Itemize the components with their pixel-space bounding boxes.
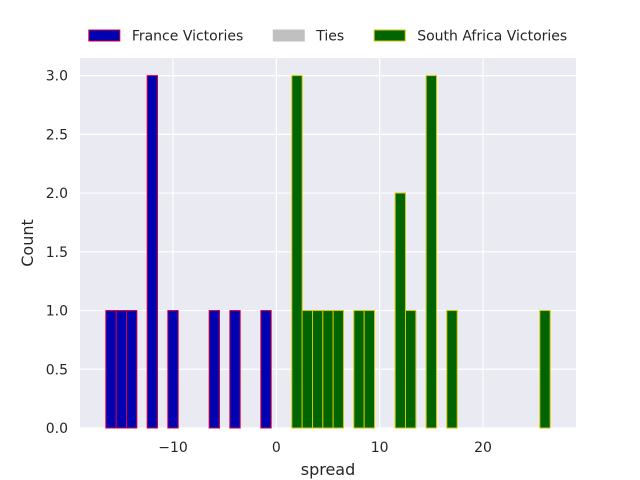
x-tick-label: −10 (158, 440, 188, 456)
bar-series-2 (312, 310, 324, 429)
bar-series-0 (208, 310, 221, 429)
x-tick-label: 20 (474, 440, 492, 456)
bar-series-2 (405, 310, 417, 429)
legend-item: South Africa Victories (373, 29, 567, 45)
x-tick-label: 10 (371, 440, 389, 456)
bar-series-2 (363, 310, 375, 429)
legend-item: Ties (272, 29, 344, 45)
y-tick-label: 0.0 (46, 421, 68, 437)
bar-series-0 (260, 310, 272, 429)
legend-label: France Victories (132, 29, 243, 45)
bar-series-0 (105, 310, 117, 429)
x-tick-labels: −10 0 10 20 (158, 440, 492, 456)
legend-swatch (88, 29, 121, 42)
bar-series-2 (425, 75, 437, 429)
legend-label: Ties (315, 29, 344, 45)
y-tick-label: 2.5 (46, 127, 68, 143)
y-tick-label: 1.5 (46, 245, 68, 261)
x-axis-title: spread (301, 460, 356, 479)
y-tick-label: 0.5 (46, 362, 68, 378)
bar-series-0 (229, 310, 241, 429)
legend-item: France Victories (88, 29, 243, 45)
grid-lines (80, 58, 576, 429)
bar-series-2 (291, 75, 303, 429)
y-axis-title: Count (18, 219, 37, 267)
bar-series-2 (394, 192, 406, 429)
bar-series-0 (167, 310, 179, 429)
y-tick-label: 3.0 (46, 69, 68, 85)
y-tick-labels: 0.0 0.5 1.0 1.5 2.0 2.5 3.0 (46, 69, 68, 437)
legend-swatch (373, 29, 406, 42)
y-tick-label: 1.0 (46, 304, 68, 320)
bar-series-2 (353, 310, 365, 429)
bars (105, 75, 551, 429)
bar-series-2 (332, 310, 344, 429)
legend: France Victories Ties South Africa Victori… (88, 29, 567, 45)
x-tick-label: 0 (272, 440, 281, 456)
legend-label: South Africa Victories (417, 29, 567, 45)
bar-series-0 (146, 75, 159, 429)
bar-series-2 (301, 310, 313, 429)
bar-series-2 (539, 310, 551, 429)
legend-swatch (272, 29, 305, 42)
y-tick-label: 2.0 (46, 186, 68, 202)
bar-series-2 (322, 310, 334, 429)
bar-series-2 (446, 310, 458, 429)
bar-series-0 (115, 310, 127, 429)
bar-series-0 (126, 310, 138, 429)
